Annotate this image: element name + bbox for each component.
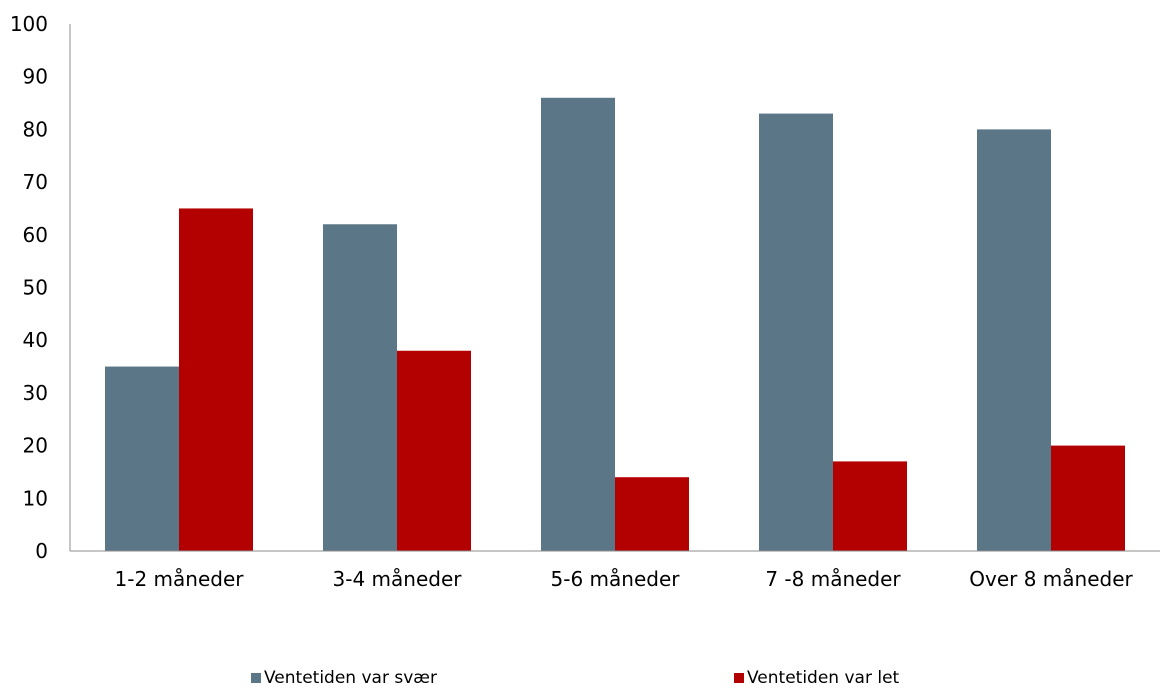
bar-let bbox=[1051, 445, 1125, 551]
y-tick-label: 30 bbox=[23, 381, 48, 405]
x-tick-label: 1-2 måneder bbox=[115, 567, 245, 591]
y-tick-label: 10 bbox=[23, 486, 48, 510]
bar-svaer bbox=[323, 224, 397, 551]
y-tick-label: 50 bbox=[23, 276, 48, 300]
y-tick-label: 90 bbox=[23, 65, 48, 89]
bar-svaer bbox=[541, 97, 615, 551]
legend-item-series-1: Ventetiden var svær bbox=[251, 668, 437, 688]
y-tick-label: 0 bbox=[35, 539, 48, 563]
y-tick-label: 20 bbox=[23, 434, 48, 458]
x-tick-label: 5-6 måneder bbox=[551, 567, 681, 591]
bar-let bbox=[833, 461, 907, 551]
legend-label-series-1: Ventetiden var svær bbox=[264, 668, 437, 688]
legend-swatch-series-1 bbox=[251, 673, 261, 683]
bar-let bbox=[397, 350, 471, 551]
y-tick-label: 60 bbox=[23, 223, 48, 247]
x-tick-label: Over 8 måneder bbox=[969, 567, 1133, 591]
x-tick-labels: 1-2 måneder 3-4 måneder 5-6 måneder 7 -8 må… bbox=[115, 567, 1134, 591]
bar-svaer bbox=[759, 113, 833, 551]
y-tick-label: 80 bbox=[23, 117, 48, 141]
x-tick-label: 7 -8 måneder bbox=[765, 567, 901, 591]
y-tick-labels: 0 10 20 30 40 50 60 70 80 90 100 bbox=[10, 12, 48, 563]
legend-label-series-2: Ventetiden var let bbox=[747, 668, 900, 688]
legend-swatch-series-2 bbox=[734, 673, 744, 683]
x-tick-label: 3-4 måneder bbox=[333, 567, 463, 591]
bar-svaer bbox=[105, 366, 179, 551]
bar-let bbox=[615, 477, 689, 551]
bar-svaer bbox=[977, 129, 1051, 551]
bars-group bbox=[105, 97, 1125, 551]
bar-let bbox=[179, 208, 253, 551]
legend-item-series-2: Ventetiden var let bbox=[734, 668, 899, 688]
y-tick-label: 40 bbox=[23, 328, 48, 352]
legend: Ventetiden var svær Ventetiden var let bbox=[0, 668, 1169, 690]
y-tick-label: 100 bbox=[10, 12, 48, 36]
y-tick-label: 70 bbox=[23, 170, 48, 194]
